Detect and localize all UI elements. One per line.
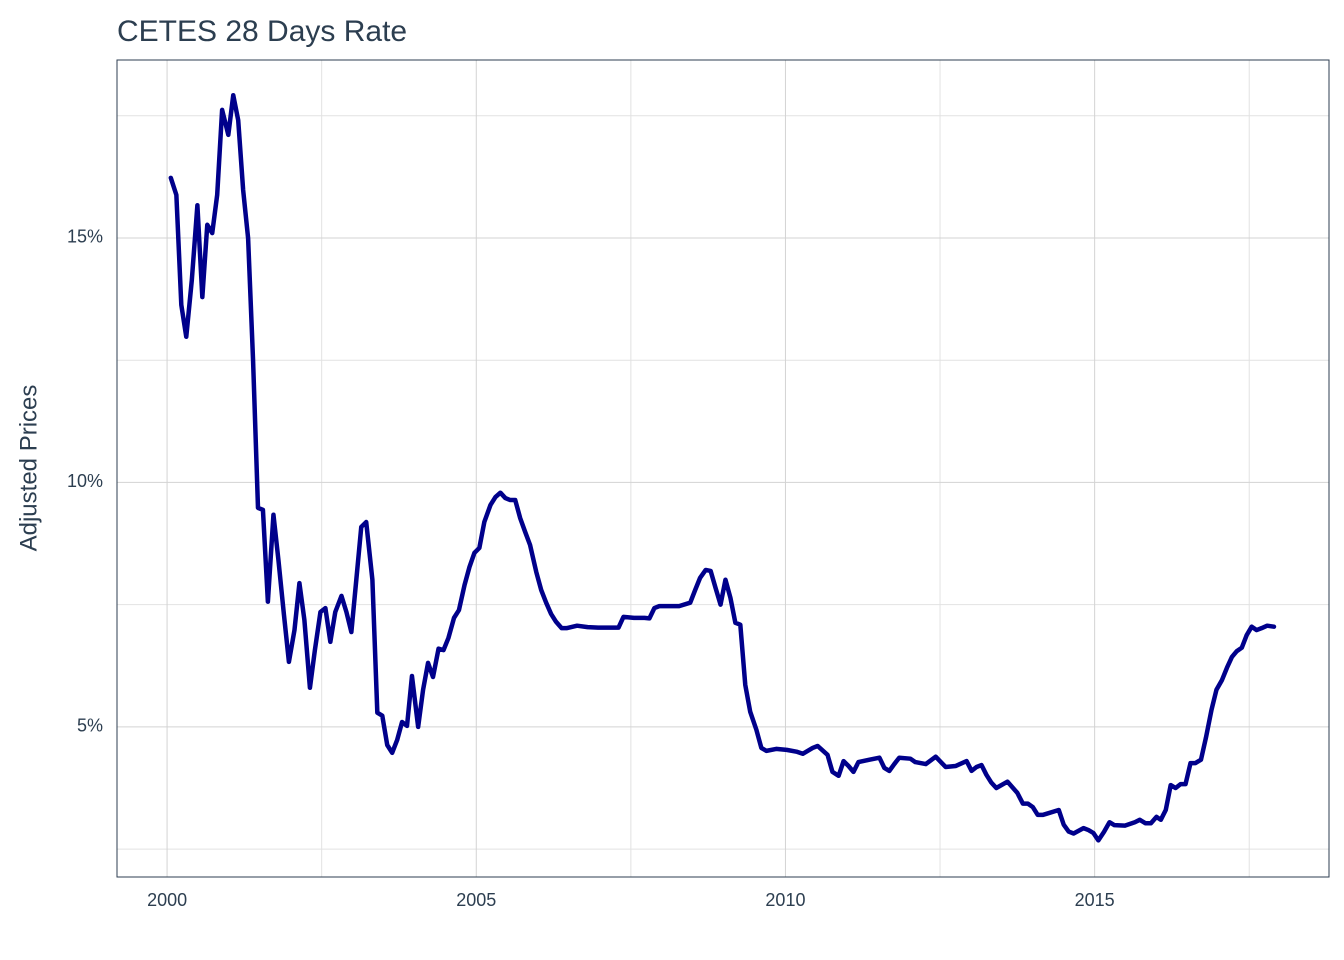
y-tick-label: 15% — [67, 227, 103, 247]
panel-border — [116, 59, 1330, 878]
x-tick-label: 2015 — [1075, 890, 1115, 910]
line-series — [168, 92, 1277, 843]
x-tick-label: 2010 — [765, 890, 805, 910]
y-tick-label: 5% — [77, 716, 103, 736]
grid — [117, 60, 1329, 877]
x-tick-label: 2000 — [147, 890, 187, 910]
chart-title: CETES 28 Days Rate — [117, 15, 407, 48]
marks — [168, 92, 1277, 843]
y-axis-title: Adjusted Prices — [15, 385, 42, 552]
y-tick-label: 10% — [67, 471, 103, 491]
x-tick-label: 2005 — [456, 890, 496, 910]
